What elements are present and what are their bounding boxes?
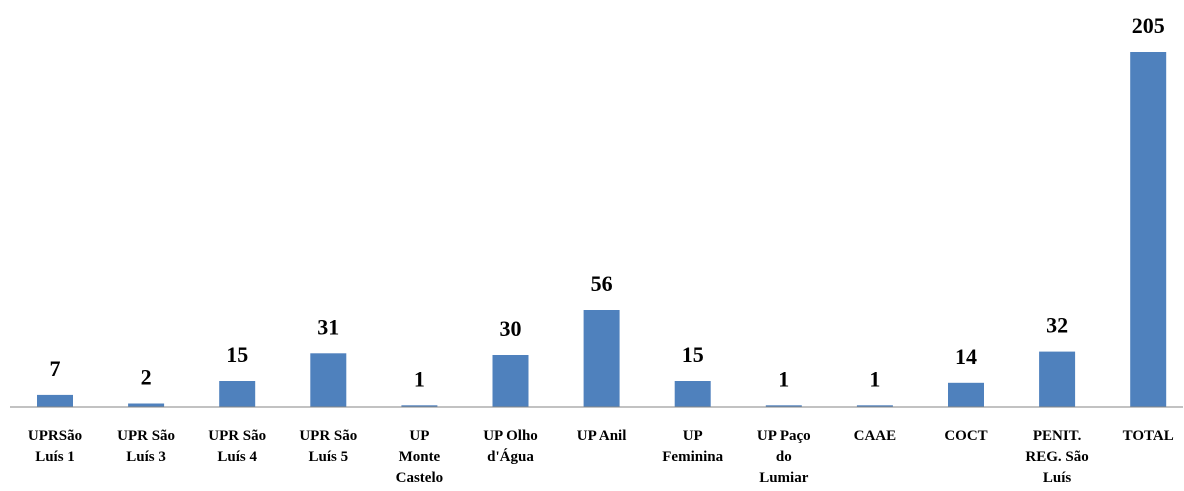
bar-9 [856,405,893,407]
value-label-4: 1 [414,366,425,391]
category-label-4: UP Monte Castelo [396,428,444,486]
category-label-7: UP Feminina [662,428,723,465]
category-label-12: TOTAL [1123,428,1174,444]
value-label-10: 14 [955,344,977,369]
bars-layer [37,52,1167,407]
category-label-6: UP Anil [577,428,627,444]
bar-10 [948,382,984,407]
bar-3 [310,353,347,407]
category-label-9: CAAE [854,428,897,444]
bar-8 [765,405,802,407]
value-label-1: 2 [141,365,152,390]
category-label-10: COCT [944,428,987,444]
category-label-1: UPR São Luís 3 [117,428,175,465]
value-label-7: 15 [682,342,704,367]
category-label-5: UP Olho d'Água [483,428,538,465]
bar-11 [1039,351,1076,407]
value-label-8: 1 [778,366,789,391]
category-labels-layer: UPRSão Luís 1 UPR São Luís 3 UPR São Luís 4 UP… [28,428,1174,486]
category-label-3: UPR São Luís 5 [299,428,357,465]
category-label-11: PENIT. REG. São Luís [1025,428,1088,486]
value-labels-layer: 7 2 15 31 1 30 56 15 1 1 14 32 205 [50,13,1165,391]
bar-2 [219,381,256,407]
bar-4 [401,405,438,407]
value-label-0: 7 [50,356,61,381]
value-label-6: 56 [591,271,613,296]
category-label-0: UPRSão Luís 1 [28,428,82,465]
bar-0 [37,394,73,407]
value-label-11: 32 [1046,313,1068,338]
bar-6 [583,310,620,407]
value-label-12: 205 [1132,13,1165,38]
category-label-8: UP Paço do Lumiar [757,428,811,486]
value-label-9: 1 [869,366,880,391]
bar-7 [674,381,711,407]
bar-1 [128,403,165,407]
value-label-5: 30 [500,316,522,341]
value-label-3: 31 [317,314,339,339]
category-label-2: UPR São Luís 4 [208,428,266,465]
bar-12 [1130,52,1167,407]
bar-5 [492,355,529,407]
value-label-2: 15 [226,342,248,367]
